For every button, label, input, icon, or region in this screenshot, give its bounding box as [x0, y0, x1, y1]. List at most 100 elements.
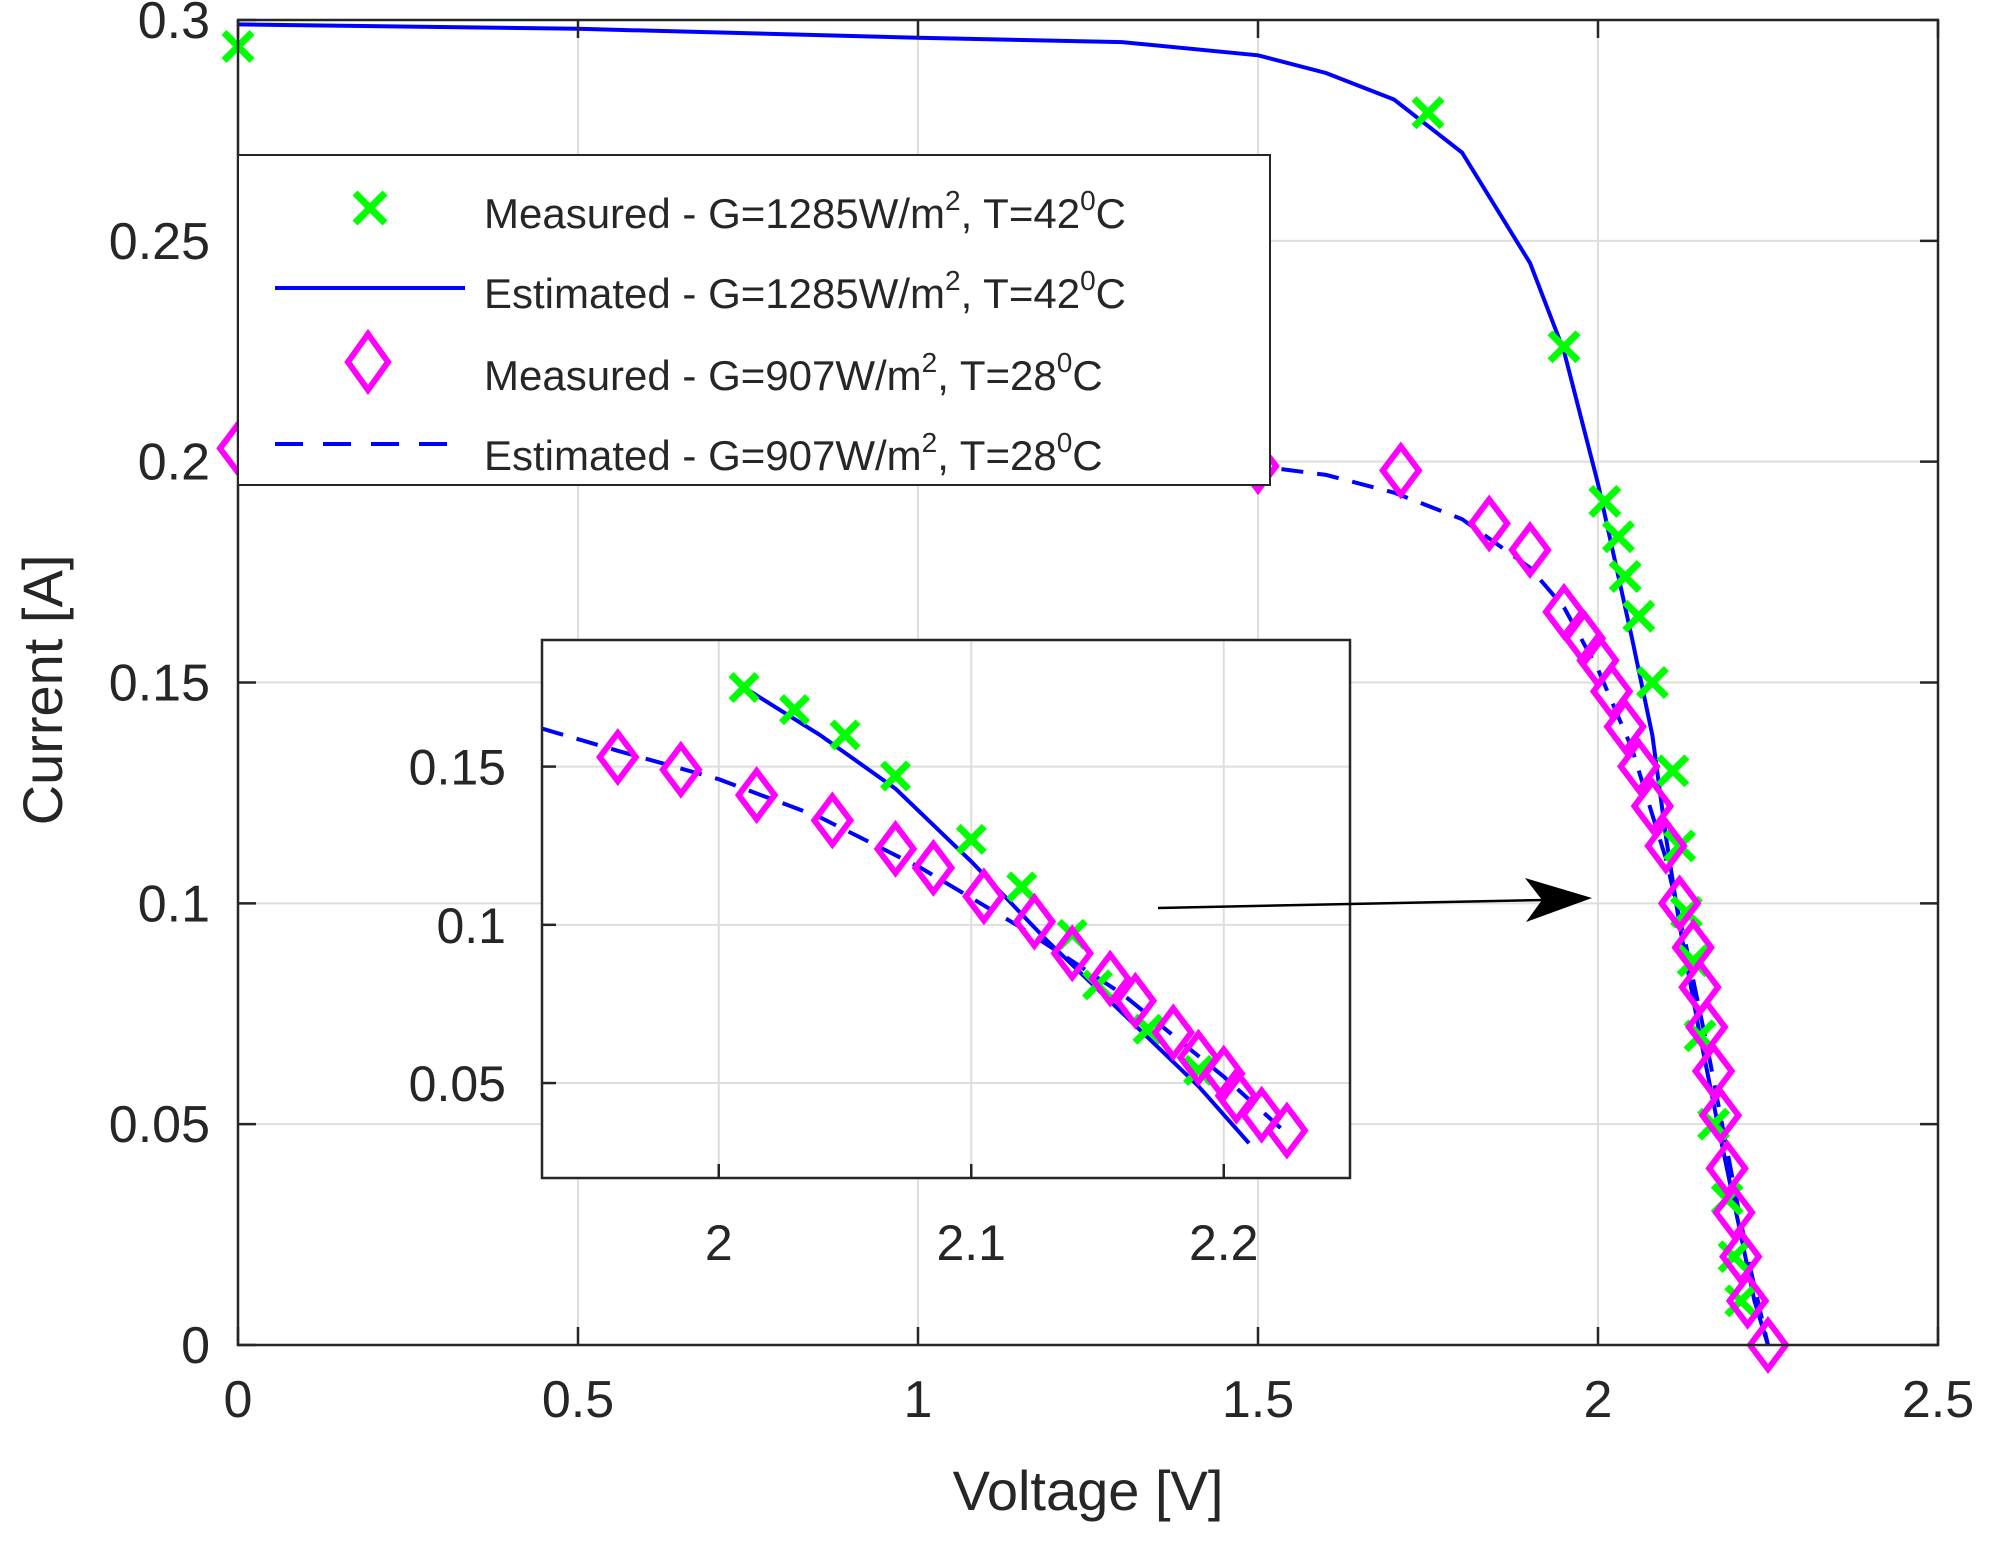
inset-x-tick-label-2: 2.2: [1189, 1215, 1259, 1271]
series-0-point-4: [1601, 520, 1635, 554]
main-ticks: 0 0.5 1 1.5 2 2.5 0 0.05 0.1 0.15 0.2 0.25 0.3: [109, 0, 1974, 1429]
series-0-point-7: [1635, 666, 1669, 699]
series-0-point-6: [1622, 599, 1656, 633]
inset-measured-907-point-5: [911, 838, 956, 897]
series-0-point-1-stroke-b: [1411, 96, 1445, 130]
series-0-point-2-stroke-b: [1547, 330, 1581, 364]
legend-entry-1: Measured - G=1285W/m2, T=420C: [484, 185, 1126, 237]
legend-swatch-1-stroke-b: [352, 190, 388, 226]
series-0-point-8: [1656, 754, 1690, 788]
x-tick-label-1: 0.5: [542, 1371, 614, 1429]
series-0-point-1: [1411, 96, 1445, 130]
inset-measured-1285-point-1-stroke-b: [779, 694, 810, 726]
inset-zoom: 2 2.1 2.2 0.05 0.1 0.15: [409, 638, 1352, 1271]
x-tick-label-2: 1: [904, 1371, 933, 1429]
x-tick-label-0: 0: [224, 1371, 253, 1429]
inset-measured-907-point-13: [1202, 1044, 1246, 1103]
y-tick-label-2: 0.1: [138, 875, 210, 933]
inset-measured-1285-point-2-stroke-b: [829, 719, 861, 751]
series-2-point-9: [1589, 662, 1634, 721]
legend: Measured - G=1285W/m2, T=420C Estimated …: [237, 154, 1271, 486]
inset-measured-907-point-7: [1012, 892, 1057, 951]
inset-measured-1285-point-2: [829, 719, 861, 751]
series-0-point-3: [1588, 484, 1622, 518]
inset-background: [542, 640, 1350, 1178]
inset-y-tick-label-2: 0.15: [409, 740, 506, 796]
y-tick-label-6: 0.3: [138, 0, 210, 50]
series-2-point-4: [1467, 494, 1511, 553]
series-2-point-22: [1719, 1227, 1763, 1286]
series-0-point-7-stroke-b: [1635, 666, 1669, 699]
x-tick-label-5: 2.5: [1902, 1371, 1974, 1429]
series-0-point-15: [1717, 1240, 1751, 1274]
series-0-point-3-stroke-b: [1588, 484, 1622, 518]
series-0-point-6-stroke-b: [1622, 599, 1656, 633]
y-tick-label-3: 0.15: [109, 655, 210, 713]
series-2-point-19: [1698, 1086, 1743, 1145]
zoom-arrow-head: [1525, 878, 1592, 922]
inset-measured-1285-point-0: [728, 671, 760, 703]
inset-measured-1285-point-4-stroke-b: [955, 823, 987, 855]
legend-swatches: [275, 190, 465, 446]
series-2-point-18: [1691, 1042, 1736, 1101]
inset-ticks: 2 2.1 2.2 0.05 0.1 0.15: [409, 740, 1259, 1271]
inset-measured-1285-point-3: [880, 760, 911, 792]
series-0-point-5: [1608, 560, 1642, 593]
inset-measured-907-point-1: [659, 740, 703, 799]
series-2-point-11: [1617, 737, 1661, 796]
inset-y-tick-label-0: 0.05: [409, 1056, 506, 1112]
inset-measured-1285-point-0-stroke-b: [728, 671, 760, 703]
inset-measured-907-point-12: [1176, 1028, 1221, 1087]
series-2-point-24: [1746, 1316, 1790, 1374]
inset-measured-907-point-11: [1151, 1003, 1195, 1062]
inset-measured-907-point-9: [1088, 949, 1132, 1008]
x-axis-label: Voltage [V]: [953, 1459, 1224, 1522]
series-0-point-9-stroke-b: [1663, 829, 1697, 863]
x-tick-label-4: 2: [1584, 1371, 1613, 1429]
zoom-arrow-shaft: [1157, 898, 1546, 910]
inset-y-tick-label-1: 0.1: [436, 898, 506, 954]
series-2-point-17: [1685, 998, 1729, 1056]
inset-frame: [540, 638, 1352, 1180]
y-tick-label-4: 0.2: [138, 434, 210, 492]
series-2-point-20: [1705, 1139, 1749, 1198]
series-0-point-2: [1547, 330, 1581, 364]
series-0-point-11-stroke-b: [1676, 944, 1710, 978]
series-0-point-12-stroke-b: [1683, 1019, 1717, 1053]
inset-x-tick-label-1: 2.1: [936, 1215, 1006, 1271]
series-0-point-4-stroke-b: [1601, 520, 1635, 554]
zoom-arrow: [1157, 878, 1592, 922]
legend-swatch-1: [352, 190, 388, 226]
series-0-point-16: [1724, 1284, 1758, 1318]
series-2-point-12: [1630, 777, 1675, 836]
inset-measured-907-point-2: [734, 766, 779, 825]
legend-box: [237, 154, 1271, 486]
legend-entry-4: Estimated - G=907W/m2, T=280C: [484, 427, 1103, 479]
y-tick-label-0: 0: [181, 1317, 210, 1375]
series-0-point-5-stroke-b: [1608, 560, 1642, 593]
inset-measured-1285-point-5: [1006, 871, 1038, 903]
inset-measured-907-point-4: [873, 819, 918, 878]
inset-x-tick-label-0: 2: [705, 1215, 733, 1271]
inset-measured-1285-point-1: [779, 694, 810, 726]
inset-measured-907-point-16: [1265, 1101, 1309, 1160]
series-3-line: [237, 442, 1770, 1346]
series-0-point-9: [1663, 829, 1697, 863]
legend-swatch-3: [344, 328, 392, 396]
y-tick-label-5: 0.25: [109, 213, 210, 271]
inset-series: [542, 671, 1309, 1160]
x-tick-label-3: 1.5: [1222, 1371, 1294, 1429]
series-0-point-8-stroke-b: [1656, 754, 1690, 788]
series-2-point-5: [1508, 521, 1552, 579]
y-axis-label: Current [A]: [11, 555, 74, 826]
inset-measured-1285-point-3-stroke-b: [880, 760, 911, 792]
inset-measured-907-point-10: [1113, 971, 1158, 1030]
series-2-point-23: [1725, 1271, 1770, 1330]
series-2-point-10: [1603, 697, 1647, 756]
series-0-point-16-stroke-b: [1724, 1284, 1758, 1318]
series-2-point-14: [1657, 874, 1702, 933]
inset-measured-1285-point-9-stroke-b: [1183, 1054, 1214, 1086]
series-0-point-15-stroke-b: [1717, 1240, 1751, 1274]
legend-entry-3: Measured - G=907W/m2, T=280C: [484, 347, 1103, 399]
